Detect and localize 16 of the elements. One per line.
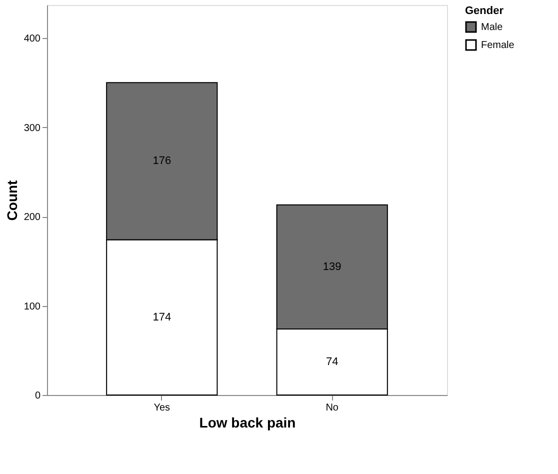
y-tick-label: 100	[24, 301, 41, 312]
data-label: 139	[322, 260, 342, 273]
data-label: 176	[152, 155, 172, 168]
legend-label: Male	[481, 22, 504, 33]
y-tick-label: 400	[24, 34, 41, 45]
x-axis-title: Low back pain	[199, 414, 296, 430]
x-tick-label: No	[326, 402, 339, 414]
data-label: 74	[326, 356, 338, 368]
legend-title: Gender	[465, 5, 504, 17]
y-tick-label: 200	[24, 212, 41, 224]
y-axis-title: Count	[4, 180, 20, 221]
data-label: 174	[152, 311, 172, 324]
x-tick-label: Yes	[154, 402, 170, 414]
y-tick-label: 0	[34, 390, 41, 402]
y-tick-label: 300	[24, 122, 41, 134]
legend-label: Female	[481, 40, 515, 51]
